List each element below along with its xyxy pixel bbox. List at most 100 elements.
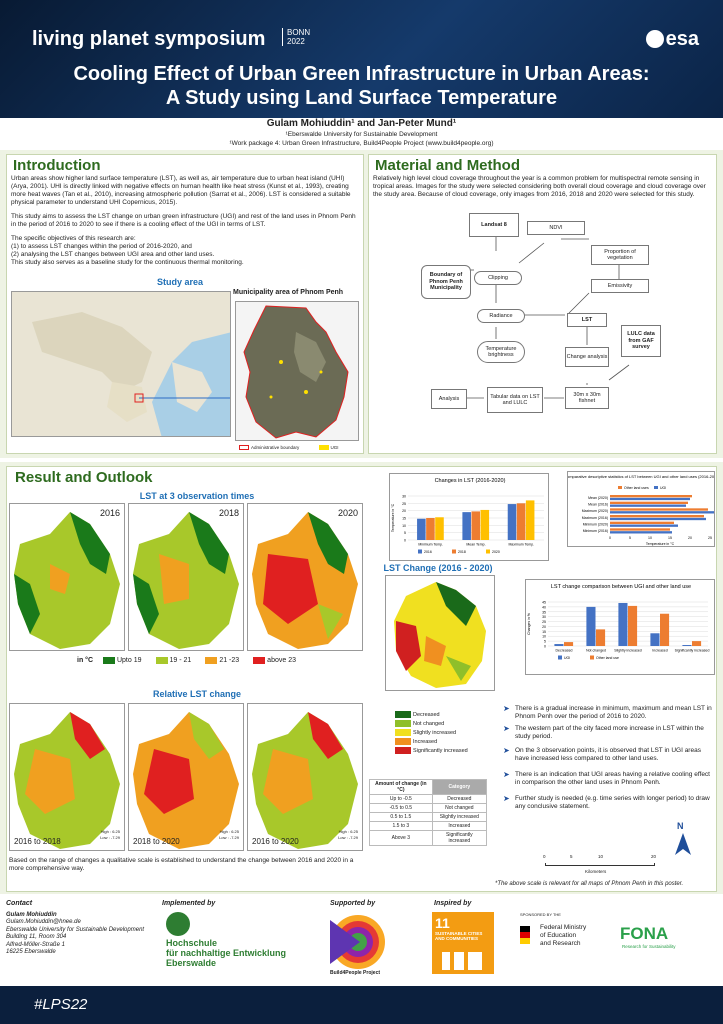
lst-map-2018: 2018 <box>128 503 244 651</box>
sdg11-logo: 11 SUSTAINABLE CITIES AND COMMUNITIES <box>432 912 494 974</box>
esa-logo-icon <box>645 30 664 48</box>
flowchart-arrows <box>459 237 630 399</box>
change-legend-swatch <box>395 738 411 745</box>
location-year: 2022 <box>287 37 305 46</box>
bar <box>564 642 574 646</box>
table-cell-category: Decreased <box>431 794 488 804</box>
intro-paragraph-5: (2) analysing the LST changes between UG… <box>11 251 215 258</box>
method-flowchart: Landsat 8 Boundary of Phnom Penh Municip… <box>369 155 718 455</box>
bar <box>650 633 660 646</box>
chart-title: LST change comparison between UGI and ot… <box>551 584 691 590</box>
admin-boundary-label: Administrative boundary <box>251 445 300 450</box>
implemented-heading: Implemented by <box>162 900 216 907</box>
build4people-label: Build4People Project <box>330 970 381 976</box>
relative-map-high: High : 6.25 <box>338 829 358 834</box>
municipality-heading: Municipality area of Phnom Penh <box>233 289 344 296</box>
relative-map-graphic <box>252 712 358 849</box>
bar <box>618 602 628 646</box>
intro-paragraph-2: This study aims to assess the LST change… <box>11 213 356 228</box>
change-legend-swatch <box>395 729 411 736</box>
bar <box>462 512 471 540</box>
flow-boundary: Boundary of Phnom Penh Municipality <box>421 265 471 299</box>
chart-lst-changes: Changes in LST (2016-2020) 0 5 10 15 20 25 30 Mi… <box>389 473 549 561</box>
ugi-swatch <box>318 445 329 451</box>
x-tick-label: Minimum Temp. <box>418 543 443 547</box>
y-tick-label: 0 <box>404 539 406 543</box>
relative-map-graphic <box>14 712 120 849</box>
flow-landsat: Landsat 8 <box>469 213 519 237</box>
flow-proportion: Proportion of vegetation <box>591 245 649 265</box>
legend-label: UGI <box>660 486 666 490</box>
lst-map-2016-graphic <box>14 512 120 649</box>
lst-change-map-graphic <box>394 582 486 688</box>
hnee-line-2: für nachhaltige Entwicklung <box>166 948 287 958</box>
change-legend-label: Significantly increased <box>413 747 468 754</box>
change-category-table: Amount of change (in °C) Category Up to … <box>369 779 488 846</box>
y-tick-label: Mean (2016) <box>588 503 608 507</box>
x-tick-label: Decreased <box>556 649 573 653</box>
lst-legend: in °C Upto 19 19 - 21 21 -23 above 23 <box>77 657 296 664</box>
relative-map-low: Low : -7.29 <box>219 835 239 840</box>
contact-line: Gulam.Mohiuddin@hnee.de <box>6 919 81 925</box>
affiliation-1: ¹Eberswalde University for Sustainable D… <box>285 131 438 138</box>
hnee-line-1: Hochschule <box>166 938 218 948</box>
event-title: living planet symposium <box>32 28 266 50</box>
x-tick-label: Maximum Temp. <box>509 543 535 547</box>
lst-legend-label: Upto 19 <box>116 657 142 665</box>
y-tick-label: 25 <box>402 502 406 506</box>
contact-block: Contact Gulam Mohiuddin Gulam.Mohiuddin@h… <box>6 900 156 957</box>
contact-line: Alfred-Möller-Straße 1 <box>6 941 65 948</box>
y-tick-label: Minimum (2020) <box>583 523 608 527</box>
result-bullet: The western part of the city faced more … <box>503 725 715 741</box>
table-cell-amount: Above 3 <box>369 830 433 846</box>
legend-swatch <box>558 655 562 660</box>
legend-swatch <box>654 486 658 489</box>
relative-map: 2016 to 2020 High : 6.25 Low : -7.29 <box>247 703 363 851</box>
change-legend-item: Increased <box>395 738 468 745</box>
result-bullet: There is a gradual increase in minimum, … <box>503 705 715 721</box>
intro-paragraph-3: The specific objectives of this research… <box>11 235 136 242</box>
chart-ugi-comparison: LST change comparison between UGI and ot… <box>525 579 715 675</box>
y-tick-label: 5 <box>404 531 406 535</box>
scale-label-0: 0 <box>543 854 546 859</box>
legend-swatch <box>618 486 622 489</box>
table-row: Above 3 Significantly increased <box>369 830 488 846</box>
relative-map-low: Low : -7.29 <box>100 835 120 840</box>
contact-heading: Contact <box>6 900 33 907</box>
legend-label: Other land uses <box>624 486 649 490</box>
x-tick-label: 15 <box>668 536 672 540</box>
method-panel: Material and Method Relatively high leve… <box>368 154 717 454</box>
bar <box>610 531 672 534</box>
flow-tabular: Tabular data on LST and LULC <box>487 387 543 413</box>
result-bullet: On the 3 observation points, it is obser… <box>503 747 715 763</box>
sdg-city-icon <box>442 952 482 970</box>
flow-radiance: Radiance <box>477 309 525 323</box>
fona-subtitle: Research for Sustainability <box>622 944 676 949</box>
bmbf-line-1: Federal Ministry <box>540 924 587 931</box>
legend-label: UGI <box>564 656 570 660</box>
admin-boundary-swatch <box>239 445 249 451</box>
change-legend-label: Not changed <box>413 720 445 727</box>
scale-label-20: 20 <box>651 854 657 859</box>
bar <box>628 605 638 646</box>
table-row: -0.5 to 0.5 Not changed <box>369 803 488 813</box>
introduction-text: Urban areas show higher land surface tem… <box>11 175 361 267</box>
bar <box>417 518 426 540</box>
study-area-heading: Study area <box>157 277 204 287</box>
esa-logo: esa <box>645 28 699 51</box>
x-tick-label: 0 <box>609 536 611 540</box>
lst-legend-swatch <box>155 657 168 664</box>
table-cell-category: Slightly increased <box>431 812 488 822</box>
lst3-heading: LST at 3 observation times <box>139 491 255 501</box>
lst-legend-label: above 23 <box>267 657 296 665</box>
change-legend: Decreased Not changed Slightly increased In… <box>395 711 468 756</box>
bar <box>610 517 706 521</box>
table-cell-amount: Up to -0.5 <box>369 794 433 804</box>
chart-title: Comparative descriptive statistics of LS… <box>568 474 715 479</box>
lst-map-2018-graphic <box>133 512 239 649</box>
bar <box>426 518 435 540</box>
legend-swatch <box>486 549 490 554</box>
table-header-amount: Amount of change (in °C) <box>369 779 433 795</box>
contact-line: Eberswalde University for Sustainable De… <box>6 926 145 933</box>
scale-bar <box>545 863 655 866</box>
